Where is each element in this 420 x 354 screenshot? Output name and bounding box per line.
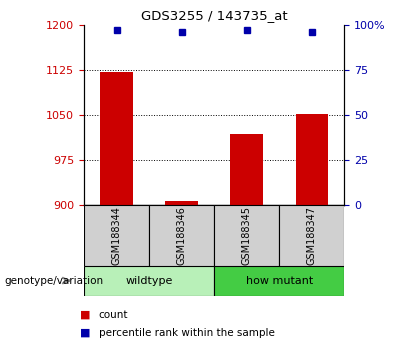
Text: ■: ■ (80, 328, 90, 338)
Bar (84, 266, 214, 296)
Text: wildtype: wildtype (126, 275, 173, 286)
Bar (149, 205, 214, 266)
Text: genotype/variation: genotype/variation (4, 275, 103, 286)
Bar (100, 72, 133, 205)
Text: GSM188346: GSM188346 (177, 206, 186, 265)
Text: GSM188345: GSM188345 (242, 206, 252, 265)
Bar (296, 114, 328, 205)
Text: how mutant: how mutant (246, 275, 313, 286)
Bar (84, 205, 149, 266)
Bar (214, 205, 279, 266)
Bar (165, 200, 198, 205)
Text: ■: ■ (80, 310, 90, 320)
Bar (214, 266, 344, 296)
Text: GSM188347: GSM188347 (307, 206, 317, 265)
Text: count: count (99, 310, 128, 320)
Bar (231, 134, 263, 205)
Bar (279, 205, 344, 266)
Text: percentile rank within the sample: percentile rank within the sample (99, 328, 275, 338)
Text: GSM188344: GSM188344 (112, 206, 121, 265)
Text: GDS3255 / 143735_at: GDS3255 / 143735_at (141, 9, 288, 22)
